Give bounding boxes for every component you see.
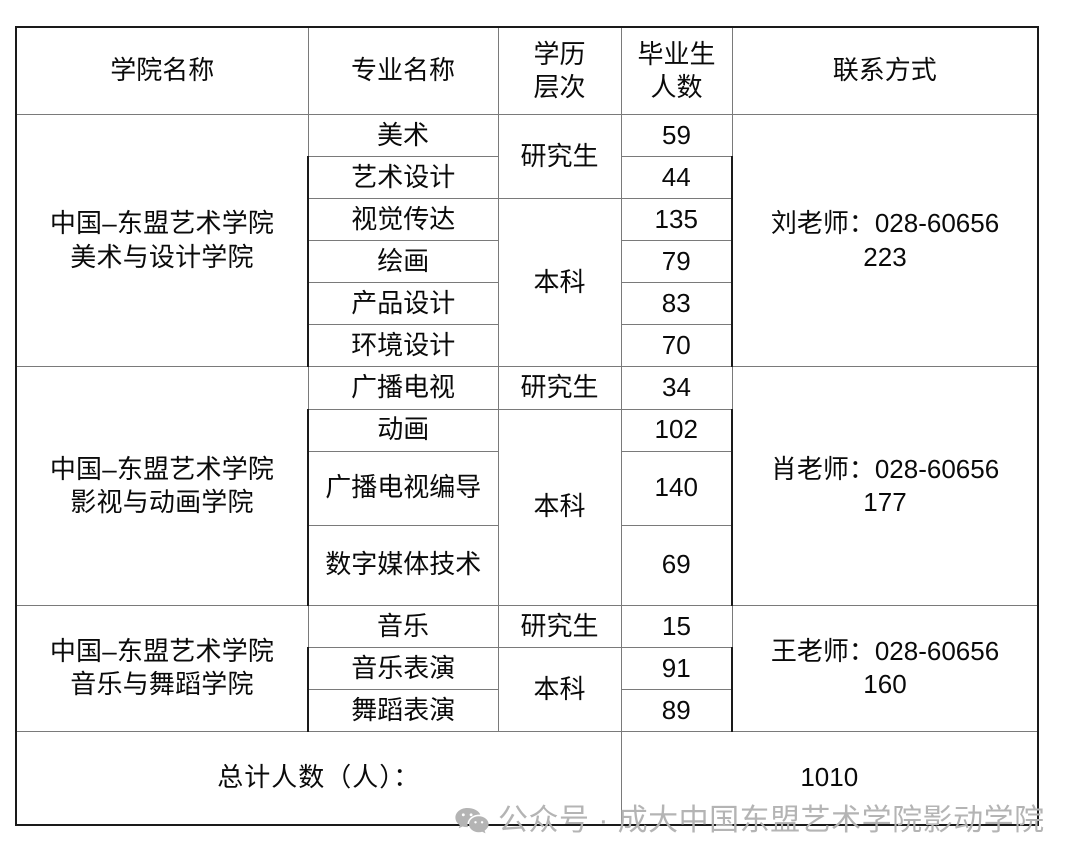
college-cell: 中国–东盟艺术学院 音乐与舞蹈学院: [15, 604, 309, 733]
table-body: 学院名称 专业名称 学历 层次 毕业生 人数 联系方式 中国–东盟艺术学院 美术…: [15, 26, 1039, 826]
count-cell: 79: [620, 240, 733, 284]
major-cell: 产品设计: [307, 282, 499, 326]
major-cell: 舞蹈表演: [307, 688, 499, 733]
major-cell: 环境设计: [307, 324, 499, 368]
contact-line2: 160: [863, 669, 907, 700]
total-label: 总计人数（人）：: [15, 731, 622, 826]
table-row: 产品设计 83: [16, 282, 1038, 326]
college-line2: 影视与动画学院: [70, 487, 254, 518]
contact-line2: 177: [863, 487, 907, 518]
major-cell: 音乐: [307, 604, 499, 648]
major-cell: 数字媒体技术: [307, 524, 499, 606]
header-count: 毕业生 人数: [620, 26, 733, 115]
level-cell: 研究生: [497, 604, 622, 648]
graduates-table: 学院名称 专业名称 学历 层次 毕业生 人数 联系方式 中国–东盟艺术学院 美术…: [15, 26, 1039, 826]
header-college: 学院名称: [15, 26, 309, 115]
college-line1: 中国–东盟艺术学院: [49, 636, 275, 667]
table-row: 中国–东盟艺术学院 影视与动画学院 广播电视 研究生 34 肖老师：028-60…: [15, 366, 1039, 606]
college-cell: 中国–东盟艺术学院 美术与设计学院: [15, 113, 309, 368]
contact-line1: 王老师：028-60656: [770, 636, 1000, 667]
table-row: 数字媒体技术 69: [16, 524, 1038, 606]
level-cell: 本科: [497, 198, 622, 368]
table-row: 环境设计 70: [16, 324, 1038, 368]
count-cell: 89: [620, 688, 733, 733]
header-level: 学历 层次: [497, 26, 622, 115]
college-line2: 美术与设计学院: [70, 241, 254, 272]
count-cell: 135: [620, 198, 733, 242]
count-cell: 15: [620, 604, 733, 648]
table-row: 中国–东盟艺术学院 音乐与舞蹈学院 音乐 研究生 15 王老师：028-6065…: [15, 604, 1039, 733]
major-cell: 视觉传达: [307, 198, 499, 242]
contact-cell: 王老师：028-60656 160: [731, 604, 1039, 733]
total-row: 总计人数（人）： 1010: [15, 731, 1039, 826]
count-cell: 69: [620, 524, 733, 606]
table-row: 动画 本科 102: [16, 408, 1038, 606]
table-row: 广播电视编导 140: [16, 450, 1038, 526]
count-cell: 34: [620, 366, 733, 410]
count-cell: 140: [620, 450, 733, 526]
table-row: 中国–东盟艺术学院 美术与设计学院 美术 研究生 59 刘老师：028-6065…: [15, 113, 1039, 368]
total-value: 1010: [620, 731, 1039, 826]
count-cell: 70: [620, 324, 733, 368]
major-cell: 美术: [307, 113, 499, 158]
major-cell: 音乐表演: [307, 646, 499, 690]
contact-line2: 223: [863, 241, 907, 272]
level-cell: 研究生: [497, 366, 622, 410]
count-cell: 91: [620, 646, 733, 690]
major-cell: 动画: [307, 408, 499, 452]
contact-line1: 肖老师：028-60656: [770, 453, 1000, 484]
level-cell: 本科: [497, 646, 622, 733]
contact-cell: 刘老师：028-60656 223: [731, 113, 1039, 368]
college-line1: 中国–东盟艺术学院: [49, 208, 275, 239]
header-major: 专业名称: [307, 26, 499, 115]
table-row: 艺术设计 44: [16, 156, 1038, 200]
header-count-line2: 人数: [650, 72, 703, 102]
count-cell: 59: [620, 113, 733, 158]
college-line1: 中国–东盟艺术学院: [49, 453, 275, 484]
contact-cell: 肖老师：028-60656 177: [731, 366, 1039, 606]
count-cell: 102: [620, 408, 733, 452]
count-cell: 44: [620, 156, 733, 200]
level-cell: 研究生: [497, 113, 622, 200]
table-row: 舞蹈表演 89: [16, 688, 1038, 733]
graduates-table-container: 学院名称 专业名称 学历 层次 毕业生 人数 联系方式 中国–东盟艺术学院 美术…: [15, 26, 1039, 826]
college-cell: 中国–东盟艺术学院 影视与动画学院: [15, 366, 309, 606]
college-line2: 音乐与舞蹈学院: [70, 669, 254, 700]
level-cell: 本科: [497, 408, 622, 606]
major-cell: 广播电视编导: [307, 450, 499, 526]
major-cell: 艺术设计: [307, 156, 499, 200]
major-cell: 广播电视: [307, 366, 499, 410]
table-row: 音乐表演 本科 91: [16, 646, 1038, 733]
count-cell: 83: [620, 282, 733, 326]
header-level-line2: 层次: [533, 72, 586, 102]
header-level-line1: 学历: [533, 38, 586, 69]
major-cell: 绘画: [307, 240, 499, 284]
header-count-line1: 毕业生: [637, 38, 716, 69]
table-header-row: 学院名称 专业名称 学历 层次 毕业生 人数 联系方式: [15, 26, 1039, 115]
contact-line1: 刘老师：028-60656: [770, 208, 1000, 239]
header-contact: 联系方式: [731, 26, 1039, 115]
